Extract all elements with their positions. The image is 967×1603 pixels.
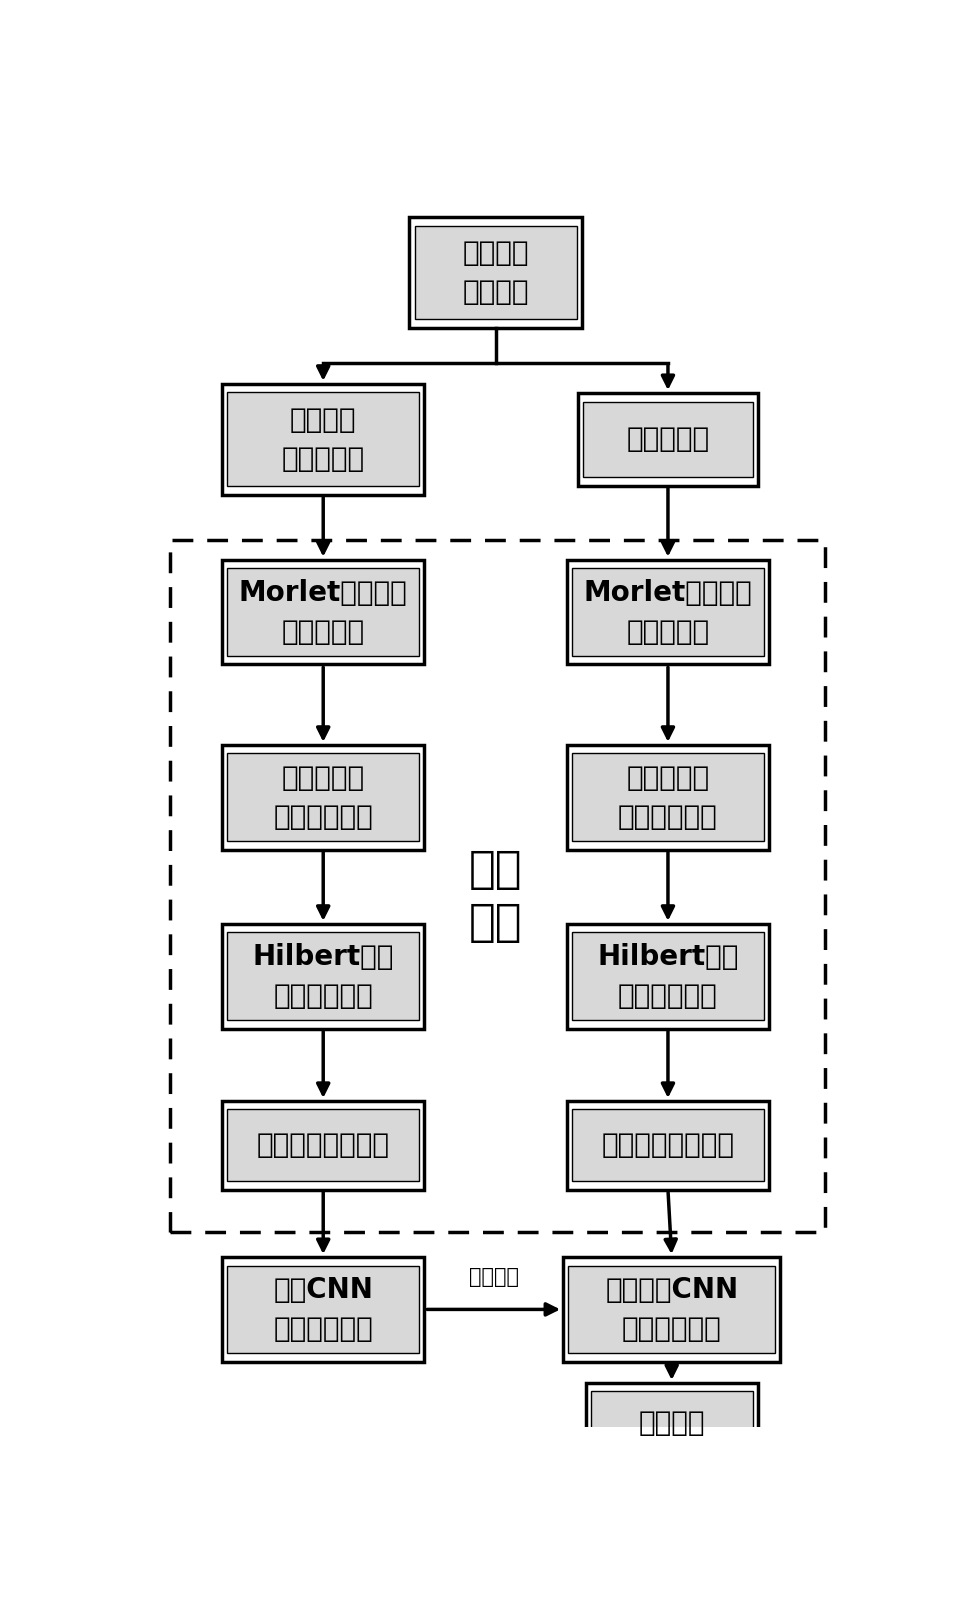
Bar — [586, 1383, 758, 1464]
Bar — [572, 567, 764, 656]
Bar — [578, 393, 758, 486]
Text: 训练CNN
卷积神经网络: 训练CNN 卷积神经网络 — [274, 1276, 373, 1343]
Text: 滚动轴承
振动信号: 滚动轴承 振动信号 — [462, 239, 529, 306]
Bar — [567, 745, 769, 850]
Bar — [572, 753, 764, 842]
Bar — [572, 1109, 764, 1181]
Bar — [227, 393, 419, 486]
Bar — [572, 933, 764, 1020]
Bar — [222, 559, 425, 665]
Bar — [567, 1101, 769, 1189]
Text: Morlet小波变换
得到时频图: Morlet小波变换 得到时频图 — [239, 579, 408, 646]
Text: 改进的小波时频图: 改进的小波时频图 — [256, 1132, 390, 1159]
Bar — [222, 1101, 425, 1189]
Text: 自相关运算
滤除噪声干扰: 自相关运算 滤除噪声干扰 — [274, 763, 373, 830]
Bar — [227, 753, 419, 842]
Bar — [409, 216, 582, 329]
Text: Hilbert变换
求得故障频率: Hilbert变换 求得故障频率 — [252, 943, 394, 1010]
Bar — [222, 383, 425, 495]
Text: 诊断结果: 诊断结果 — [638, 1409, 705, 1436]
Bar — [569, 1266, 776, 1353]
Text: 训练好的CNN
卷积神经网络: 训练好的CNN 卷积神经网络 — [605, 1276, 738, 1343]
Bar — [583, 402, 752, 476]
Text: Morlet小波变换
得到时频图: Morlet小波变换 得到时频图 — [583, 579, 752, 646]
Text: 测试集样本: 测试集样本 — [627, 425, 710, 454]
Bar — [415, 226, 576, 319]
Text: 参数传递: 参数传递 — [469, 1268, 518, 1287]
Text: 特征
提取: 特征 提取 — [469, 848, 522, 944]
Bar — [567, 923, 769, 1029]
Bar — [227, 1109, 419, 1181]
Bar — [227, 933, 419, 1020]
Bar — [169, 540, 826, 1231]
Bar — [567, 559, 769, 665]
Bar — [227, 567, 419, 656]
Text: 训练集和
验证集样本: 训练集和 验证集样本 — [281, 406, 365, 473]
Text: 改进的小波时频图: 改进的小波时频图 — [601, 1132, 735, 1159]
Bar — [222, 1257, 425, 1363]
Bar — [227, 1266, 419, 1353]
Bar — [222, 923, 425, 1029]
Text: 自相关运算
滤除噪声干扰: 自相关运算 滤除噪声干扰 — [618, 763, 718, 830]
Bar — [591, 1391, 752, 1454]
Bar — [563, 1257, 780, 1363]
Bar — [222, 745, 425, 850]
Text: Hilbert变换
求得故障频率: Hilbert变换 求得故障频率 — [598, 943, 739, 1010]
